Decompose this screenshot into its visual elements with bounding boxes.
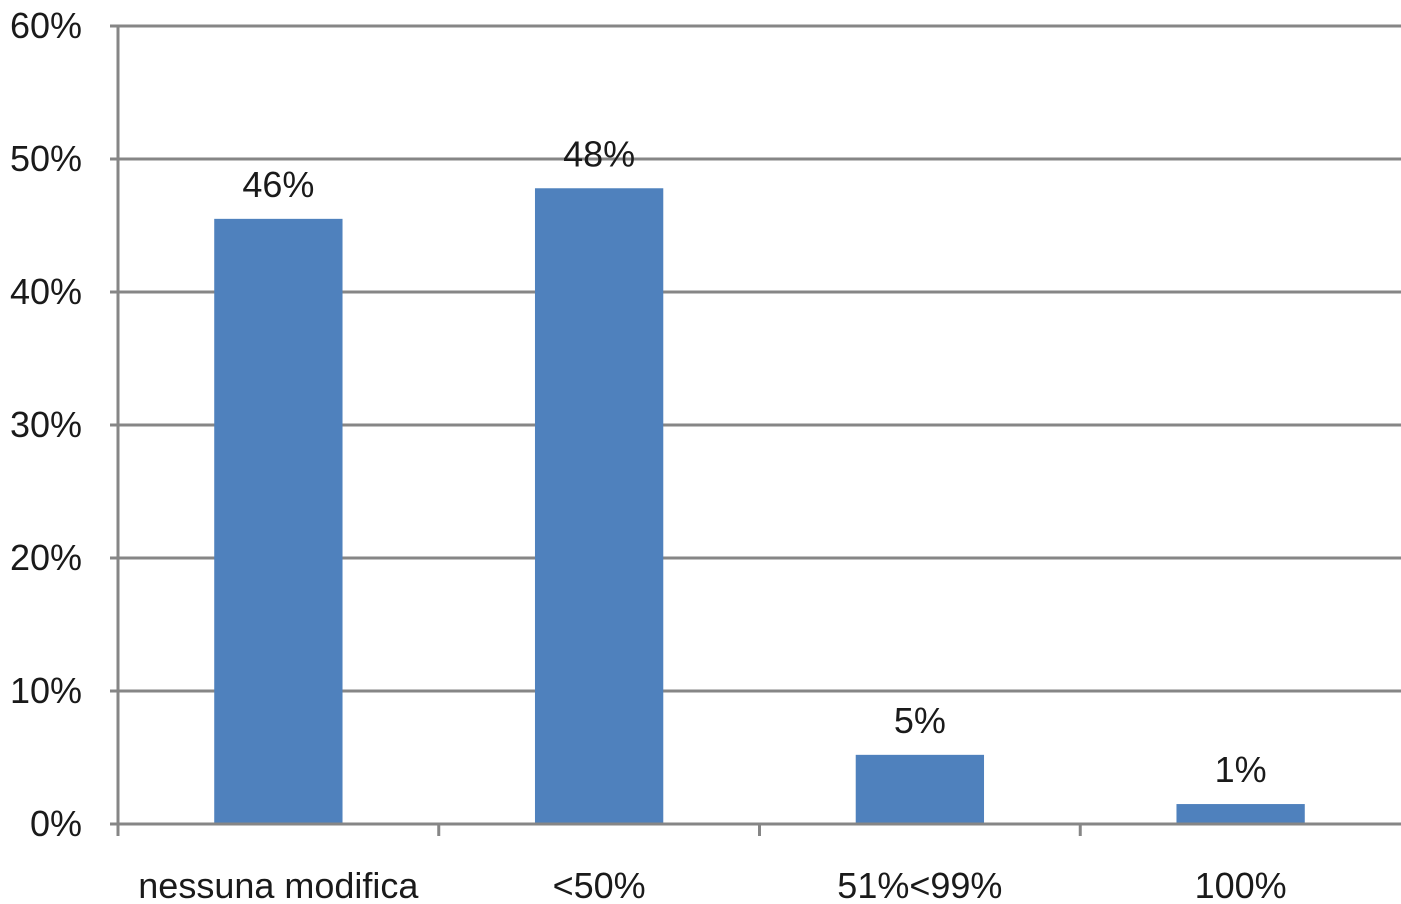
- data-labels: 46% 48% 5% 1%: [242, 133, 1266, 790]
- data-label: 48%: [563, 133, 635, 174]
- data-label: 1%: [1215, 749, 1267, 790]
- y-tick-label: 30%: [10, 404, 82, 445]
- axes: [110, 24, 1401, 836]
- y-tick-label: 20%: [10, 537, 82, 578]
- y-tick-label: 0%: [30, 803, 82, 844]
- y-tick-labels: 0% 10% 20% 30% 40% 50% 60%: [10, 5, 82, 844]
- bar: [534, 188, 664, 824]
- bar: [214, 218, 343, 825]
- y-tick-label: 60%: [10, 5, 82, 46]
- bar: [855, 754, 985, 824]
- data-label: 46%: [242, 164, 314, 205]
- y-tick-label: 10%: [10, 670, 82, 711]
- x-tick-label: <50%: [553, 865, 646, 904]
- x-tick-label: nessuna modifica: [138, 865, 419, 904]
- y-tick-label: 40%: [10, 271, 82, 312]
- bar: [1176, 804, 1305, 824]
- x-tick-label: 51%<99%: [837, 865, 1002, 904]
- x-tick-label: 100%: [1195, 865, 1287, 904]
- y-tick-label: 50%: [10, 138, 82, 179]
- x-tick-labels: nessuna modifica <50% 51%<99% 100%: [138, 865, 1286, 904]
- bars: [214, 188, 1305, 825]
- data-label: 5%: [894, 700, 946, 741]
